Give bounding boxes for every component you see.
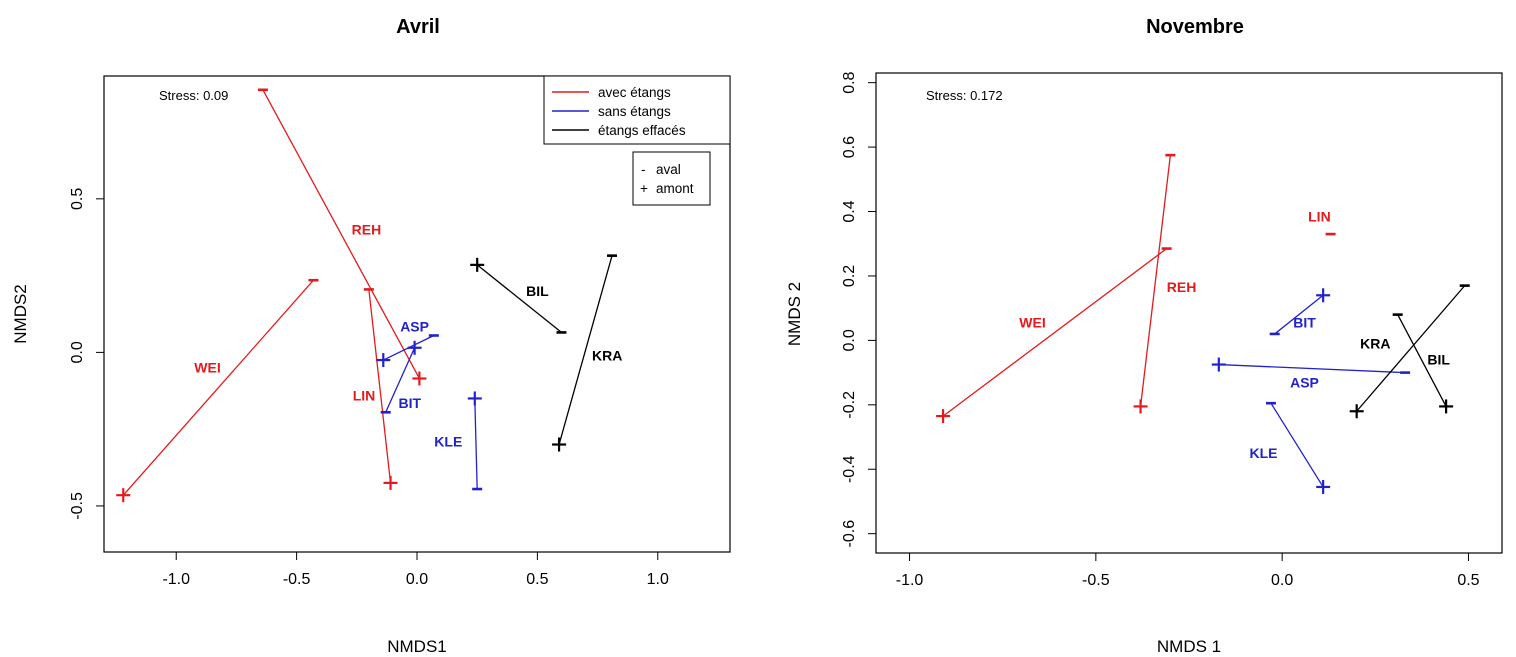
x-tick-label: 0.0 bbox=[1271, 572, 1293, 589]
point-amont-reh bbox=[1133, 399, 1148, 414]
y-tick-label: 0.4 bbox=[841, 200, 858, 222]
connector-kra bbox=[558, 255, 613, 445]
x-tick-label: -0.5 bbox=[1082, 572, 1110, 589]
connector-kle bbox=[1270, 402, 1324, 488]
y-tick-label: -0.2 bbox=[841, 391, 858, 419]
legend-label-etangs-effaces: étangs effacés bbox=[598, 123, 686, 138]
legend-label-sans-etangs: sans étangs bbox=[598, 104, 671, 119]
x-axis-label-novembre: NMDS 1 bbox=[1157, 637, 1221, 656]
point-amont-wei bbox=[116, 488, 131, 503]
point-amont-bil bbox=[470, 257, 485, 272]
connector-lin bbox=[368, 289, 392, 483]
point-amont-lin bbox=[383, 475, 398, 490]
legend-label-aval: aval bbox=[656, 162, 681, 177]
connector-bil bbox=[476, 264, 562, 333]
x-tick-label: 0.0 bbox=[406, 571, 428, 588]
legend-groups-box bbox=[543, 75, 731, 145]
point-amont-bit bbox=[407, 340, 422, 355]
chart-avril: Avril NMDS1 NMDS2 Stress: 0.09 -1.0 -0.5 0… bbox=[11, 16, 731, 656]
connector-reh bbox=[262, 89, 420, 379]
site-label-bil: BIL bbox=[1427, 352, 1450, 368]
connector-bit bbox=[385, 347, 416, 413]
legend-symbol-amont: + bbox=[640, 181, 648, 196]
x-tick-label: 0.5 bbox=[526, 571, 548, 588]
point-amont-asp bbox=[376, 353, 391, 368]
x-tick-label: -0.5 bbox=[283, 571, 311, 588]
y-tick-label: 0.6 bbox=[841, 136, 858, 158]
y-axis-label-avril: NMDS2 bbox=[11, 284, 30, 344]
site-label-wei: WEI bbox=[1019, 315, 1045, 331]
site-label-bil: BIL bbox=[526, 283, 549, 299]
point-amont-asp bbox=[1211, 357, 1226, 372]
plot-frame-novembre bbox=[875, 72, 1503, 554]
site-label-bit: BIT bbox=[398, 395, 421, 411]
connector-wei bbox=[122, 279, 314, 496]
point-amont-kra bbox=[552, 437, 567, 452]
y-tick-label: -0.4 bbox=[841, 455, 858, 483]
plot-frame-avril bbox=[103, 75, 731, 553]
y-tick-label: 0.2 bbox=[841, 265, 858, 287]
connector-bit bbox=[1274, 294, 1324, 335]
site-label-bit: BIT bbox=[1293, 315, 1316, 331]
point-amont-reh bbox=[412, 371, 427, 386]
site-label-kle: KLE bbox=[1250, 445, 1278, 461]
y-axis-label-novembre: NMDS 2 bbox=[785, 282, 804, 346]
point-amont-wei bbox=[936, 409, 951, 424]
x-tick-label: -1.0 bbox=[896, 572, 924, 589]
connector-wei bbox=[942, 248, 1168, 417]
site-label-reh: REH bbox=[1167, 279, 1197, 295]
site-label-kra: KRA bbox=[1360, 336, 1390, 352]
legend-symbol-aval: - bbox=[641, 162, 646, 177]
point-amont-bil bbox=[1349, 404, 1364, 419]
y-tick-label: 0.0 bbox=[69, 341, 86, 363]
legend-label-avec-etangs: avec étangs bbox=[598, 85, 671, 100]
point-amont-kle bbox=[467, 391, 482, 406]
chart-novembre: Novembre NMDS 1 NMDS 2 Stress: 0.172 -1.… bbox=[785, 16, 1503, 656]
x-axis-label-avril: NMDS1 bbox=[387, 637, 447, 656]
x-tick-label: 1.0 bbox=[647, 571, 669, 588]
connector-asp bbox=[1218, 363, 1406, 374]
point-amont-kra bbox=[1439, 399, 1454, 414]
y-tick-label: 0.5 bbox=[69, 188, 86, 210]
legend-label-amont: amont bbox=[656, 181, 694, 196]
connector-kle bbox=[474, 398, 478, 490]
site-label-lin: LIN bbox=[353, 387, 376, 403]
point-amont-bit bbox=[1316, 288, 1331, 303]
point-amont-kle bbox=[1316, 479, 1331, 494]
site-label-wei: WEI bbox=[194, 360, 220, 376]
legend-markers-box bbox=[632, 151, 711, 206]
chart-title-avril: Avril bbox=[396, 16, 440, 38]
y-tick-label: 0.0 bbox=[841, 329, 858, 351]
site-label-kle: KLE bbox=[434, 433, 462, 449]
site-label-reh: REH bbox=[352, 222, 382, 238]
site-label-kra: KRA bbox=[592, 347, 622, 363]
stress-label-novembre: Stress: 0.172 bbox=[926, 88, 1003, 103]
chart-title-novembre: Novembre bbox=[1146, 16, 1244, 38]
axis-ticks-novembre: -1.0 -0.5 0.0 0.5 -0.6 -0.4 -0.2 0.0 0.2 0.4 0.6 0.… bbox=[841, 71, 1480, 589]
connector-bil bbox=[1356, 285, 1466, 412]
connector-kra bbox=[1397, 314, 1447, 407]
y-tick-label: 0.8 bbox=[841, 71, 858, 93]
site-label-lin: LIN bbox=[1308, 208, 1331, 224]
legend: avec étangs sans étangs étangs effacés -… bbox=[543, 75, 731, 206]
site-label-asp: ASP bbox=[1290, 374, 1319, 390]
connector-reh bbox=[1139, 155, 1172, 407]
stress-label-avril: Stress: 0.09 bbox=[159, 88, 228, 103]
data-marks-novembre: WEI REH LIN BIT ASP KLE KRA BIL bbox=[936, 153, 1470, 494]
site-label-asp: ASP bbox=[400, 318, 429, 334]
axis-ticks-avril: -1.0 -0.5 0.0 0.5 1.0 -0.5 0.0 0.5 bbox=[69, 188, 669, 588]
x-tick-label: 0.5 bbox=[1457, 572, 1479, 589]
y-tick-label: -0.6 bbox=[841, 520, 858, 548]
x-tick-label: -1.0 bbox=[162, 571, 190, 588]
y-tick-label: -0.5 bbox=[69, 492, 86, 520]
data-marks-avril: WEI REH LIN ASP BIT KLE BIL KRA bbox=[116, 88, 622, 503]
